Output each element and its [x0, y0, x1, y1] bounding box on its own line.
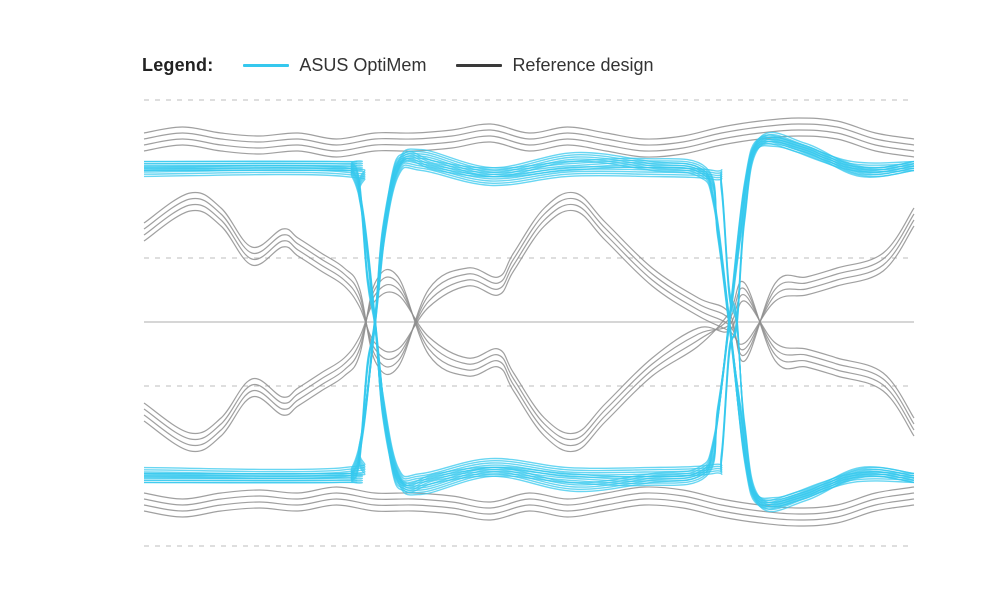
asus-optimem-trace — [143, 140, 915, 478]
grid-lines — [144, 99, 914, 547]
reference-design-trace — [143, 117, 915, 140]
asus-optimem-trace — [143, 142, 915, 490]
asus-optimem-trace — [143, 151, 915, 510]
asus-optimem-trace — [143, 166, 915, 504]
asus-optimem-trace — [143, 140, 915, 492]
asus-optimem-trace — [143, 131, 915, 487]
reference-design-trace — [143, 492, 915, 515]
asus-optimem-trace — [143, 152, 915, 504]
reference-design-trace — [143, 276, 915, 447]
asus-optimem-trace — [143, 157, 915, 504]
asus-optimem-trace — [143, 138, 915, 480]
asus-optimem-trace — [143, 136, 915, 491]
reference-design-trace — [143, 498, 915, 521]
asus-optimem-trace — [143, 153, 915, 508]
asus-optimem-trace — [143, 143, 915, 485]
reference-design-trace — [143, 191, 915, 376]
asus-optimem-trace — [143, 136, 915, 482]
reference-design-traces — [143, 117, 915, 527]
legend-label-reference-design: Reference design — [512, 54, 654, 75]
legend-swatch-reference-design — [456, 63, 503, 67]
asus-optimem-trace — [143, 136, 915, 496]
reference-design-trace — [143, 203, 915, 361]
asus-optimem-trace — [143, 155, 915, 506]
asus-optimem-trace — [143, 145, 915, 487]
asus-optimem-trace — [143, 150, 915, 506]
reference-design-trace — [143, 197, 915, 368]
asus-optimem-trace — [143, 160, 915, 510]
asus-optimem-trace — [143, 148, 915, 508]
asus-optimem-trace — [143, 157, 915, 513]
asus-optimem-trace — [143, 134, 915, 493]
asus-optimem-trace — [143, 138, 915, 489]
asus-optimem-trace — [143, 138, 915, 494]
reference-design-trace — [143, 283, 915, 441]
reference-design-trace — [143, 129, 915, 152]
legend-item-asus-optimem: ASUS OptiMem — [243, 55, 426, 76]
asus-optimem-traces — [143, 131, 915, 513]
reference-design-trace — [143, 268, 915, 453]
chart-legend: Legend: ASUS OptiMem Reference design — [142, 52, 684, 78]
asus-optimem-trace — [143, 162, 915, 508]
legend-swatch-asus-optimem — [243, 63, 290, 67]
asus-optimem-trace — [143, 140, 915, 487]
legend-title: Legend: — [142, 54, 214, 75]
asus-optimem-trace — [143, 154, 915, 502]
legend-item-reference-design: Reference design — [456, 54, 654, 76]
reference-design-trace — [143, 209, 915, 353]
asus-optimem-trace — [143, 157, 915, 499]
asus-optimem-trace — [143, 164, 915, 506]
reference-design-trace — [143, 291, 915, 435]
reference-design-trace — [143, 123, 915, 146]
asus-optimem-trace — [143, 134, 915, 484]
asus-optimem-trace — [143, 159, 915, 501]
legend-label-asus-optimem: ASUS OptiMem — [299, 54, 427, 75]
reference-design-trace — [143, 504, 915, 527]
